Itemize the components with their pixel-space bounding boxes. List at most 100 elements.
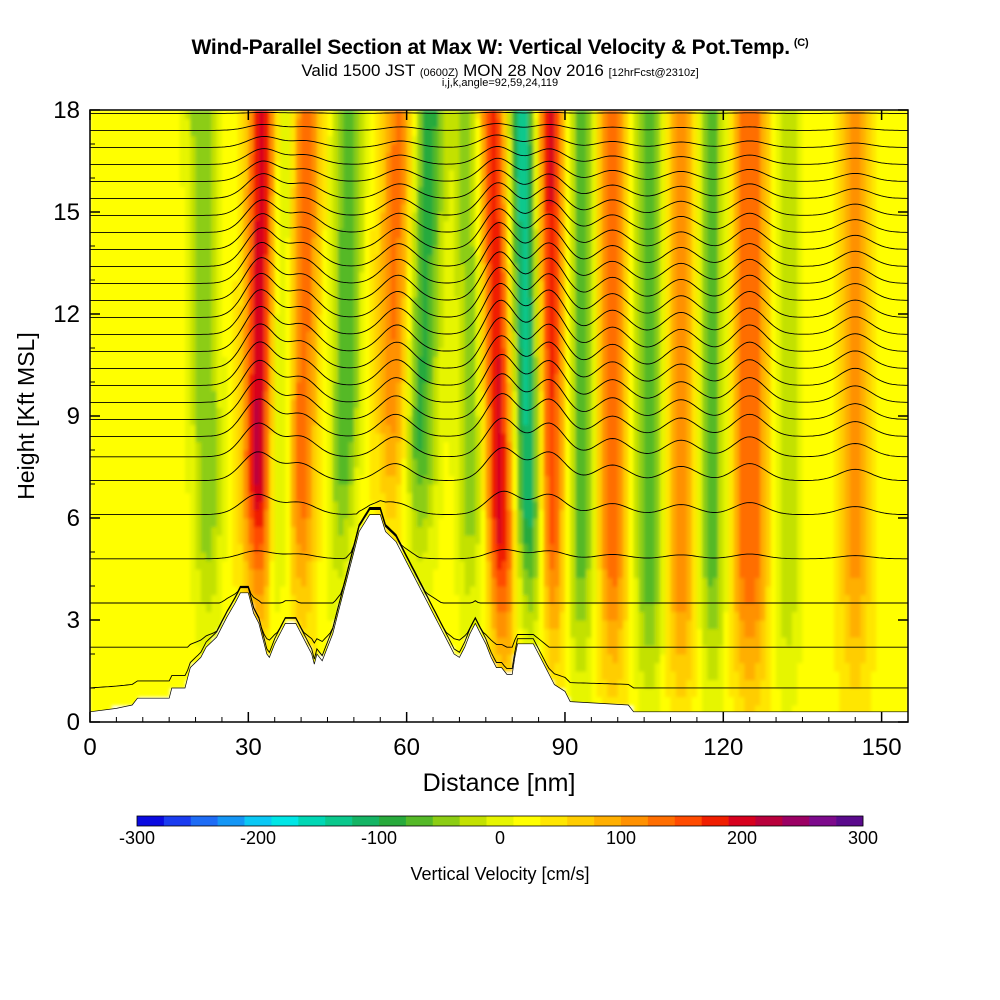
velocity-cell	[248, 492, 255, 502]
velocity-cell	[184, 237, 191, 247]
velocity-cell	[264, 518, 271, 528]
velocity-cell	[116, 110, 123, 120]
velocity-cell	[274, 339, 281, 349]
velocity-cell	[469, 339, 476, 349]
velocity-cell	[285, 365, 292, 375]
velocity-cell	[190, 501, 197, 511]
velocity-cell	[443, 263, 450, 273]
velocity-cell	[448, 594, 455, 604]
velocity-cell	[427, 297, 434, 307]
velocity-cell	[396, 441, 402, 451]
velocity-cell	[116, 152, 123, 162]
velocity-cell	[501, 407, 508, 417]
velocity-cell	[311, 450, 318, 460]
velocity-cell	[132, 297, 139, 307]
velocity-cell	[491, 586, 497, 596]
velocity-cell	[90, 501, 96, 511]
velocity-cell	[332, 390, 339, 400]
velocity-cell	[390, 152, 397, 162]
velocity-cell	[380, 348, 387, 358]
velocity-cell	[496, 569, 503, 579]
velocity-cell	[243, 535, 249, 545]
velocity-cell	[480, 390, 487, 400]
velocity-cell	[179, 450, 186, 460]
velocity-cell	[116, 603, 123, 613]
velocity-cell	[422, 169, 429, 179]
velocity-cell	[464, 212, 471, 222]
velocity-cell	[195, 127, 202, 137]
velocity-cell	[279, 501, 286, 511]
velocity-cell	[380, 475, 387, 485]
velocity-cell	[332, 407, 339, 417]
velocity-cell	[258, 543, 265, 553]
velocity-cell	[348, 399, 355, 409]
velocity-cell	[491, 611, 497, 621]
velocity-cell	[169, 484, 176, 494]
velocity-cell	[148, 407, 154, 417]
velocity-cell	[385, 237, 392, 247]
velocity-cell	[111, 169, 117, 179]
velocity-cell	[311, 484, 318, 494]
velocity-cell	[243, 212, 249, 222]
velocity-cell	[95, 390, 102, 400]
velocity-cell	[253, 348, 260, 358]
velocity-cell	[90, 169, 96, 179]
velocity-cell	[184, 501, 191, 511]
velocity-cell	[142, 603, 149, 613]
velocity-cell	[359, 348, 366, 358]
velocity-cell	[174, 288, 181, 298]
velocity-cell	[469, 297, 476, 307]
velocity-cell	[137, 441, 144, 451]
velocity-cell	[327, 203, 334, 213]
velocity-cell	[459, 416, 466, 426]
velocity-cell	[385, 433, 392, 443]
velocity-cell	[126, 186, 133, 196]
velocity-cell	[132, 433, 139, 443]
velocity-cell	[148, 688, 154, 698]
velocity-cell	[406, 161, 413, 171]
velocity-cell	[448, 441, 455, 451]
velocity-cell	[438, 552, 445, 562]
velocity-cell	[100, 662, 107, 672]
velocity-cell	[90, 365, 96, 375]
velocity-cell	[232, 433, 239, 443]
velocity-cell	[427, 390, 434, 400]
velocity-cell	[237, 186, 244, 196]
velocity-cell	[427, 152, 434, 162]
velocity-cell	[100, 688, 107, 698]
velocity-cell	[206, 458, 212, 468]
velocity-cell	[322, 152, 329, 162]
velocity-cell	[153, 331, 160, 341]
velocity-cell	[105, 331, 112, 341]
velocity-cell	[411, 229, 418, 239]
velocity-cell	[237, 339, 244, 349]
velocity-cell	[253, 195, 260, 205]
velocity-cell	[121, 492, 128, 502]
velocity-cell	[163, 237, 170, 247]
velocity-cell	[469, 118, 476, 128]
velocity-cell	[343, 365, 350, 375]
velocity-cell	[380, 509, 387, 519]
velocity-cell	[411, 263, 418, 273]
velocity-cell	[148, 577, 154, 587]
velocity-cell	[343, 433, 350, 443]
velocity-cell	[179, 288, 186, 298]
velocity-cell	[258, 603, 265, 613]
velocity-cell	[190, 356, 197, 366]
velocity-cell	[137, 339, 144, 349]
velocity-cell	[459, 322, 466, 332]
velocity-cell	[243, 586, 249, 596]
velocity-cell	[422, 314, 429, 324]
velocity-cell	[359, 118, 366, 128]
velocity-cell	[411, 271, 418, 281]
velocity-cell	[480, 203, 487, 213]
velocity-cell	[364, 339, 371, 349]
velocity-cell	[195, 628, 202, 638]
velocity-cell	[311, 441, 318, 451]
velocity-cell	[105, 603, 112, 613]
velocity-cell	[148, 458, 154, 468]
velocity-cell	[501, 339, 508, 349]
velocity-cell	[279, 220, 286, 230]
velocity-cell	[105, 645, 112, 655]
velocity-cell	[100, 645, 107, 655]
